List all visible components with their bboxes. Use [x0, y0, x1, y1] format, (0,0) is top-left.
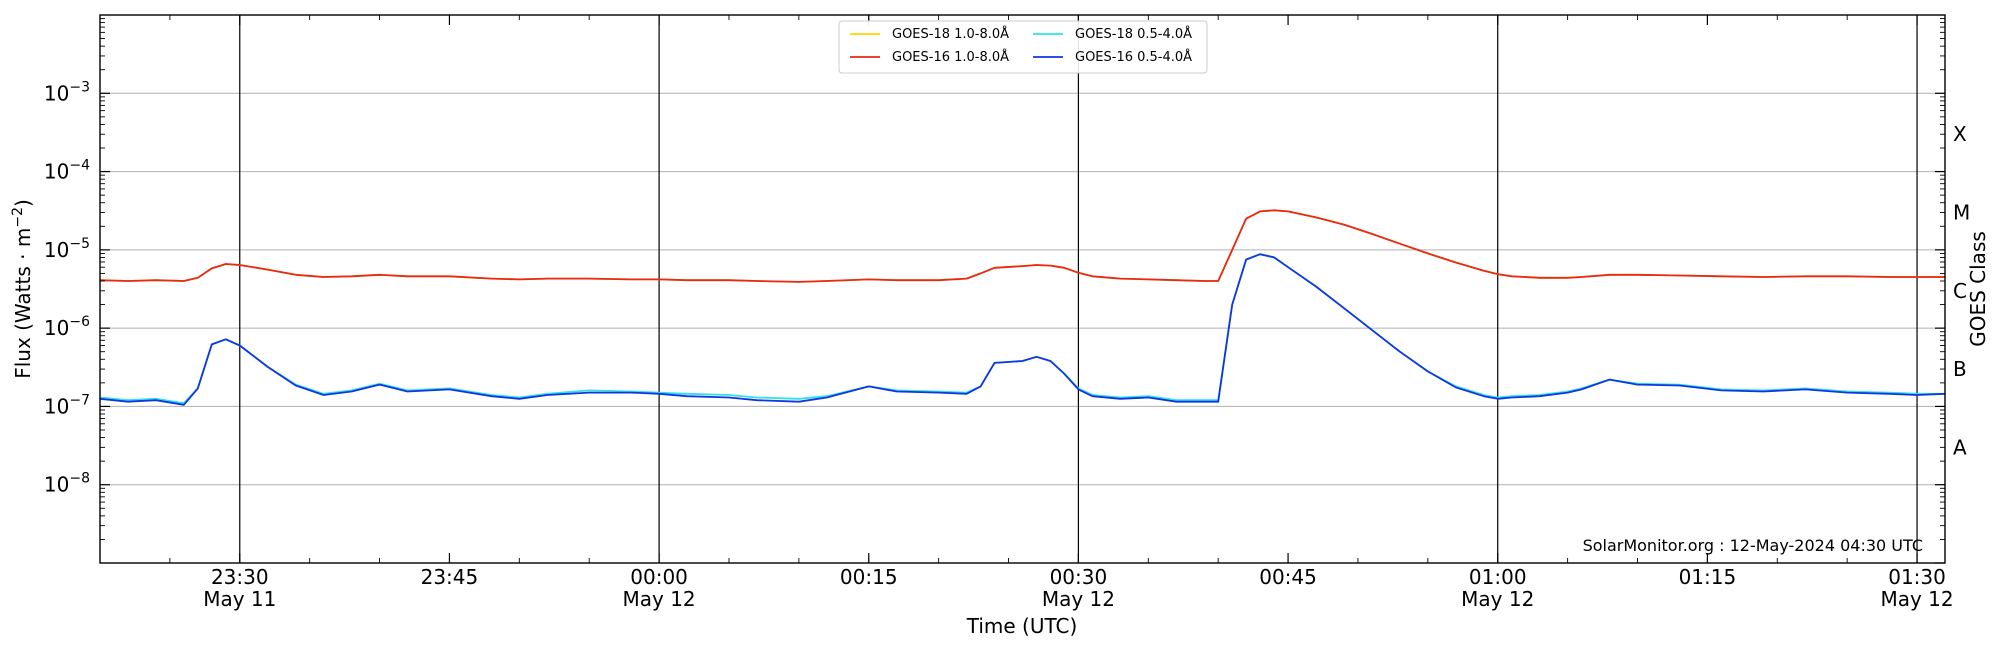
legend: GOES-18 1.0-8.0Å GOES-16 1.0-8.0Å GOES-18 … [838, 20, 1208, 74]
series-layer [99, 209, 1946, 406]
x-tick-label: 00:45 [1259, 565, 1317, 589]
legend-items: GOES-18 1.0-8.0Å GOES-16 1.0-8.0Å GOES-18 … [850, 26, 1192, 65]
y-axis-title: Flux (Watts · m−2) [10, 199, 35, 379]
y-tick-label: 10−6 [44, 314, 90, 340]
x-tick-date-label: May 12 [1042, 587, 1115, 611]
x-tick-date-label: May 11 [203, 587, 276, 611]
y-tick-label: 10−3 [44, 79, 90, 105]
x-tick-label: 00:00 [630, 565, 688, 589]
goes-class-label: B [1953, 357, 1967, 381]
series-line-3 [99, 253, 1946, 406]
x-tick-date-label: May 12 [623, 587, 696, 611]
x-tick-label: 01:15 [1679, 565, 1737, 589]
date-vertical-lines [239, 15, 1918, 563]
x-tick-label: 00:15 [840, 565, 898, 589]
y-tick-label: 10−5 [44, 236, 90, 262]
series-line-1 [99, 209, 1945, 283]
goes-class-label: A [1953, 435, 1967, 459]
x-tick-label: 23:45 [421, 565, 479, 589]
legend-label: GOES-18 1.0-8.0Å [892, 26, 1009, 42]
goes-class-label: C [1953, 279, 1967, 303]
y-tick-label: 10−8 [44, 471, 90, 497]
x-axis-title: Time (UTC) [966, 614, 1078, 638]
x-tick-date-label: May 12 [1461, 587, 1534, 611]
right-axis-title: GOES Class [1966, 231, 1990, 347]
legend-label: GOES-18 0.5-4.0Å [1075, 26, 1192, 42]
plot-frame [99, 14, 1946, 564]
legend-label: GOES-16 1.0-8.0Å [892, 49, 1009, 65]
goes-class-label: M [1953, 201, 1970, 225]
footer-credit: SolarMonitor.org : 12-May-2024 04:30 UTC [1583, 536, 1923, 555]
y-tick-label: 10−7 [44, 392, 90, 418]
legend-label: GOES-16 0.5-4.0Å [1075, 49, 1192, 65]
x-tick-label: 23:30 [211, 565, 269, 589]
x-tick-label: 00:30 [1050, 565, 1108, 589]
goes-class-label: X [1953, 122, 1967, 146]
x-tick-date-label: May 12 [1880, 587, 1953, 611]
x-tick-label: 01:30 [1888, 565, 1946, 589]
legend-box [838, 20, 1208, 74]
y-tick-label: 10−4 [44, 158, 90, 184]
x-tick-label: 01:00 [1469, 565, 1527, 589]
grid-layer [100, 92, 1945, 486]
